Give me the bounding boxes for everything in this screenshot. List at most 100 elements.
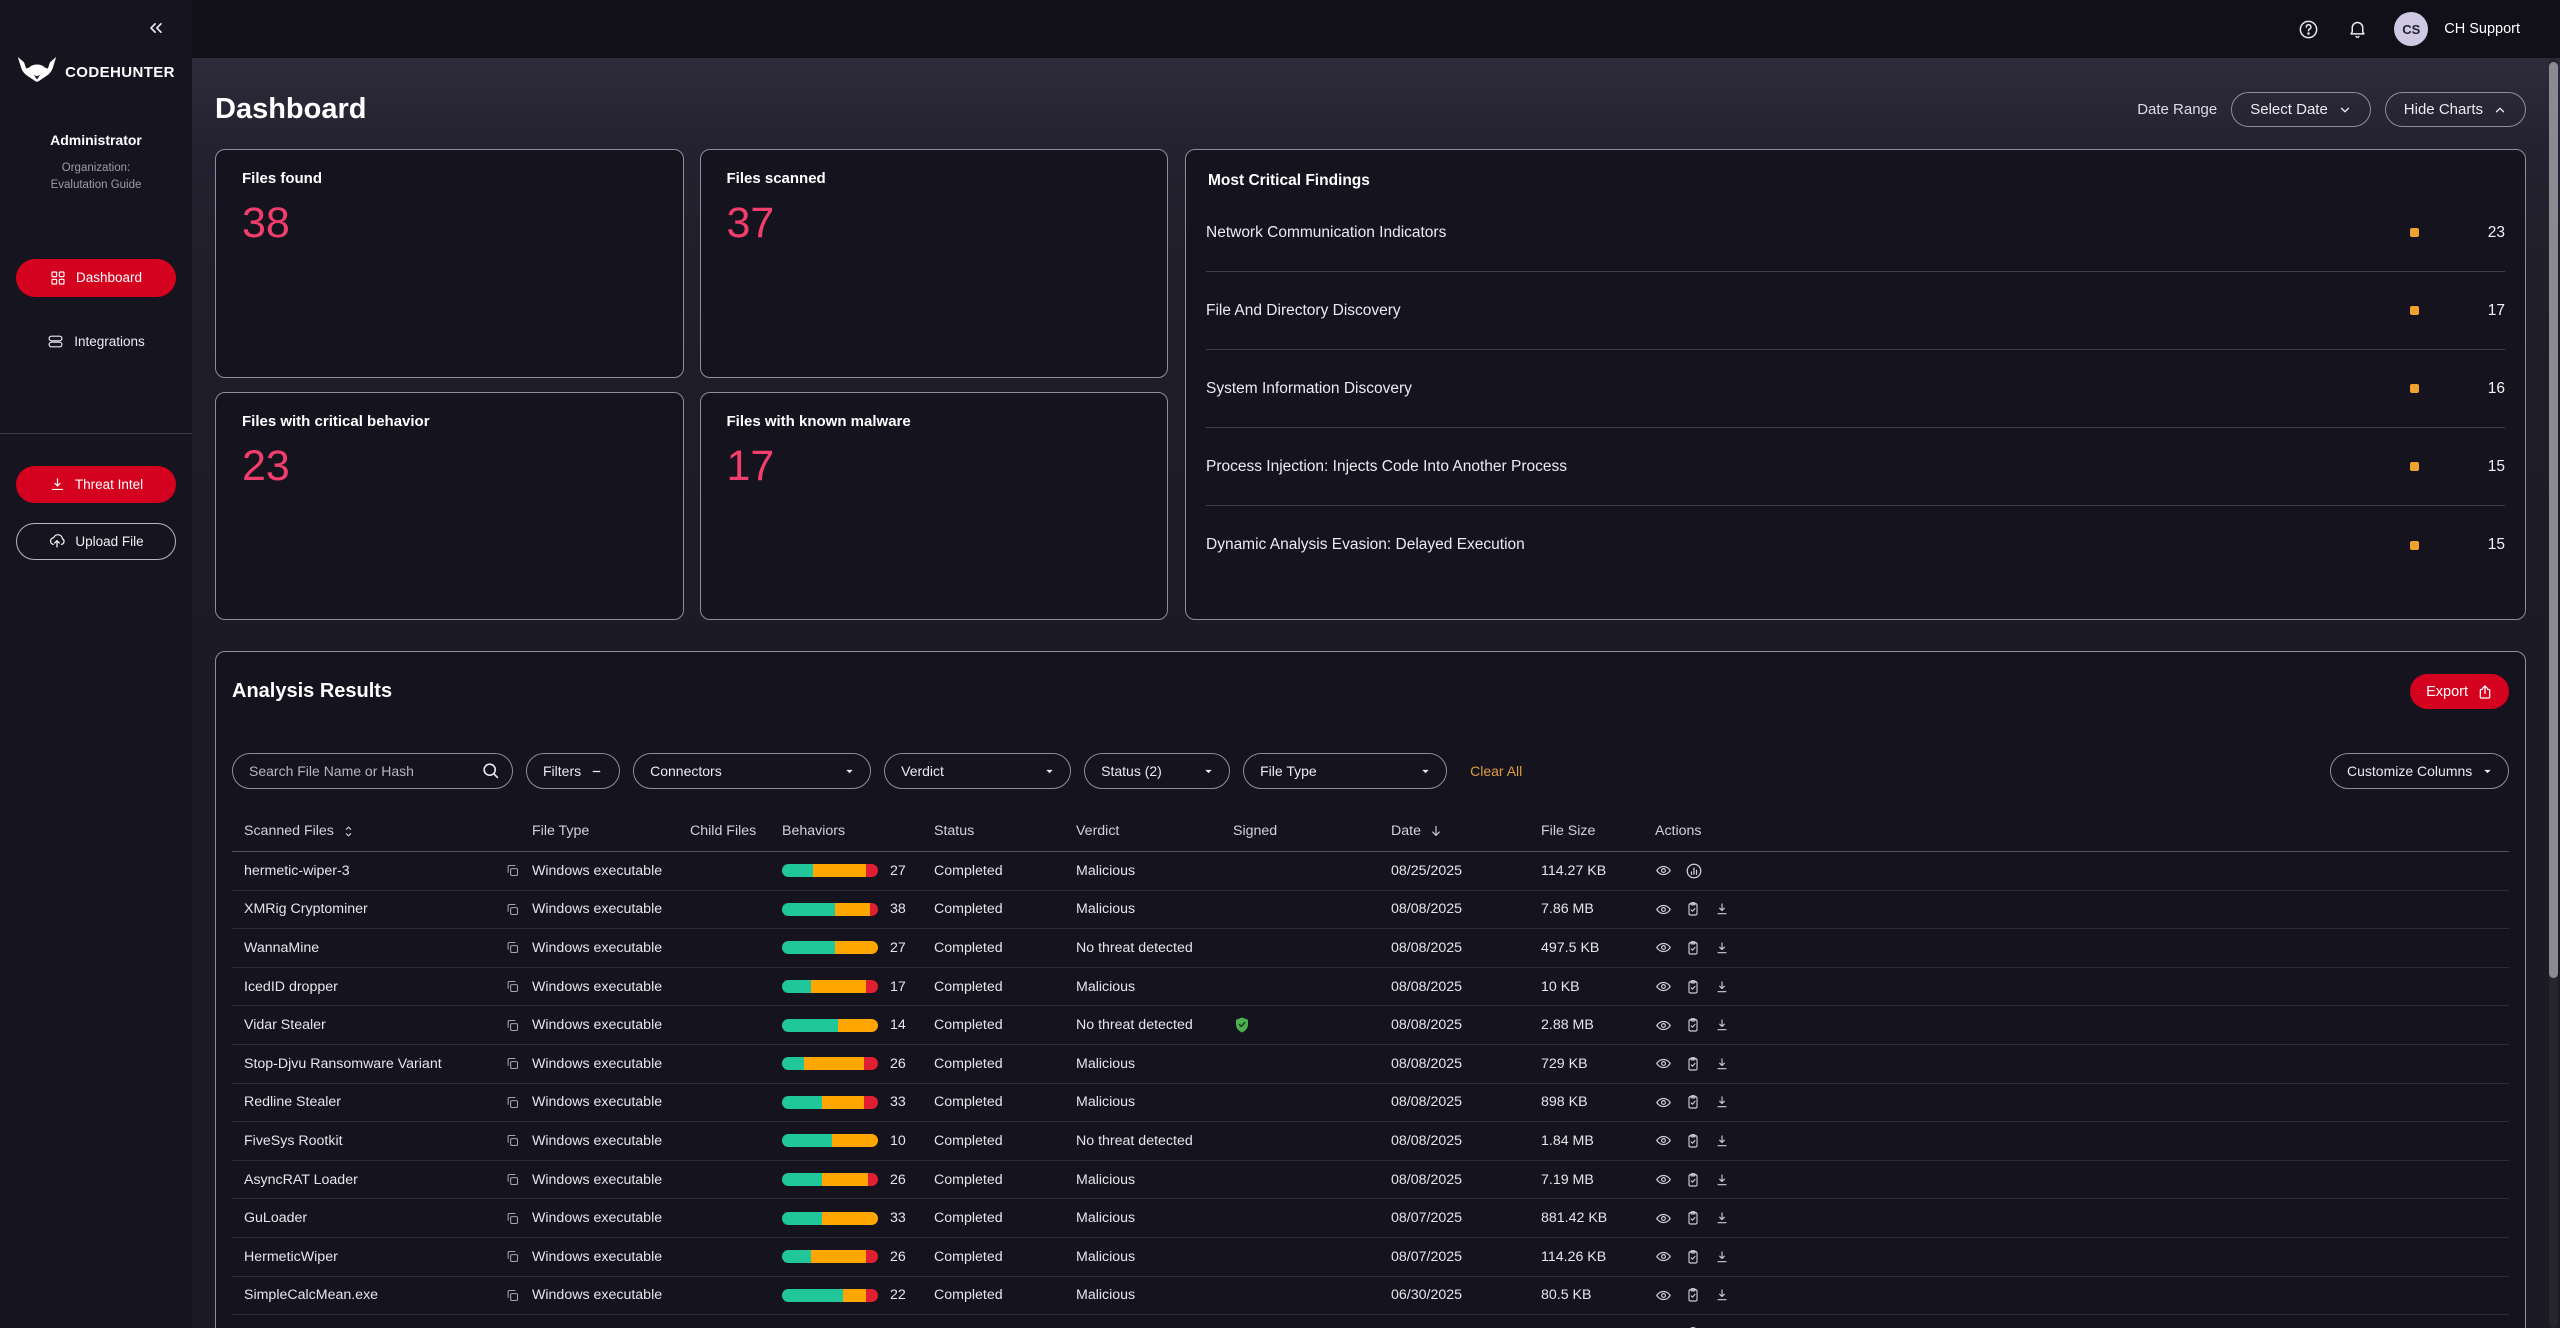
customize-columns-button[interactable]: Customize Columns [2330,753,2509,789]
download-action-button[interactable] [1714,979,1730,995]
copy-icon[interactable] [505,1288,520,1303]
report-action-button[interactable] [1685,1094,1701,1110]
file-name[interactable]: AsyncRAT Loader [244,1172,358,1188]
column-header-actions[interactable]: Actions [1655,823,1780,839]
hide-charts-button[interactable]: Hide Charts [2385,92,2526,127]
table-row-icedid-dropper[interactable]: IcedID dropperWindows executable 17Compl… [232,968,2509,1007]
column-header-file-type[interactable]: File Type [532,823,690,839]
report-action-button[interactable] [1685,1249,1701,1265]
threat-intel-button[interactable]: Threat Intel [16,466,176,503]
view-action-button[interactable] [1655,978,1672,995]
report-action-button[interactable] [1685,901,1701,917]
table-row-vidar-stealer[interactable]: Vidar StealerWindows executable 14Comple… [232,1006,2509,1045]
finding-row-system-information-discovery[interactable]: System Information Discovery 16 [1206,350,2505,428]
copy-icon[interactable] [505,902,520,917]
finding-row-network-communication-indicators[interactable]: Network Communication Indicators 23 [1206,194,2505,272]
select-date-button[interactable]: Select Date [2231,92,2371,127]
upload-file-button[interactable]: Upload File [16,523,176,560]
file-name[interactable]: Stop-Djvu Ransomware Variant [244,1056,442,1072]
column-header-verdict[interactable]: Verdict [1076,823,1233,839]
download-action-button[interactable] [1714,1133,1730,1149]
notifications-button[interactable] [2345,17,2370,42]
view-action-button[interactable] [1655,1171,1672,1188]
analysis-action-button[interactable] [1685,862,1703,880]
table-row-asyncrat-loader[interactable]: AsyncRAT LoaderWindows executable 26Comp… [232,1161,2509,1200]
file-name[interactable]: HermeticWiper [244,1249,338,1265]
view-action-button[interactable] [1655,1210,1672,1227]
avatar[interactable]: CS [2394,12,2428,46]
view-action-button[interactable] [1655,901,1672,918]
download-action-button[interactable] [1714,1249,1730,1265]
view-action-button[interactable] [1655,1017,1672,1034]
finding-row-process-injection-injects-code-into-another-process[interactable]: Process Injection: Injects Code Into Ano… [1206,428,2505,506]
file-name[interactable]: XMRig Cryptominer [244,901,368,917]
search-input[interactable] [232,753,513,789]
filter-dropdown-file-type[interactable]: File Type [1243,753,1447,789]
table-row-redline-stealer[interactable]: Redline StealerWindows executable 33Comp… [232,1084,2509,1123]
filter-dropdown-status-2[interactable]: Status (2) [1084,753,1230,789]
report-action-button[interactable] [1685,1287,1701,1303]
view-action-button[interactable] [1655,1094,1672,1111]
copy-icon[interactable] [505,940,520,955]
download-action-button[interactable] [1714,1287,1730,1303]
column-header-behaviors[interactable]: Behaviors [782,823,934,839]
sidebar-item-integrations[interactable]: Integrations [33,323,159,361]
download-action-button[interactable] [1714,1056,1730,1072]
file-name[interactable]: hermetic-wiper-3 [244,863,350,879]
copy-icon[interactable] [505,1211,520,1226]
file-name[interactable]: SimpleCalcMean.exe [244,1287,378,1303]
view-action-button[interactable] [1655,1132,1672,1149]
file-name[interactable]: WannaMine [244,940,319,956]
copy-icon[interactable] [505,979,520,994]
file-name[interactable]: IcedID dropper [244,979,338,995]
export-button[interactable]: Export [2410,674,2509,709]
download-action-button[interactable] [1714,1172,1730,1188]
report-action-button[interactable] [1685,1056,1701,1072]
copy-icon[interactable] [505,1018,520,1033]
column-header-status[interactable]: Status [934,823,1076,839]
filter-dropdown-verdict[interactable]: Verdict [884,753,1071,789]
sort-icon[interactable] [341,824,356,839]
table-row-guloader[interactable]: GuLoaderWindows executable 33CompletedMa… [232,1199,2509,1238]
column-header-signed[interactable]: Signed [1233,823,1391,839]
view-action-button[interactable] [1655,862,1672,879]
copy-icon[interactable] [505,1056,520,1071]
view-action-button[interactable] [1655,939,1672,956]
scrollbar-thumb[interactable] [2549,62,2558,978]
report-action-button[interactable] [1685,1210,1701,1226]
download-action-button[interactable] [1714,1094,1730,1110]
copy-icon[interactable] [505,1172,520,1187]
table-row-hermetic-wiper-3[interactable]: hermetic-wiper-3Windows executable 27Com… [232,852,2509,891]
table-row-fivesys-rootkit[interactable]: FiveSys RootkitWindows executable 10Comp… [232,1122,2509,1161]
column-header-scanned-files[interactable]: Scanned Files [232,823,532,839]
download-action-button[interactable] [1714,901,1730,917]
view-action-button[interactable] [1655,1248,1672,1265]
file-name[interactable]: Vidar Stealer [244,1017,326,1033]
column-header-date[interactable]: Date [1391,823,1541,839]
report-action-button[interactable] [1685,979,1701,995]
report-action-button[interactable] [1685,1017,1701,1033]
help-button[interactable] [2296,17,2321,42]
column-header-child-files[interactable]: Child Files [690,823,782,839]
table-row-xmrig-cryptominer[interactable]: XMRig CryptominerWindows executable 38Co… [232,891,2509,930]
sidebar-collapse-button[interactable] [144,16,168,43]
download-action-button[interactable] [1714,1017,1730,1033]
view-action-button[interactable] [1655,1287,1672,1304]
table-row-bazaarfiles-zip[interactable]: bazaarfiles.zipArchive3-Completed06/27/2… [232,1315,2509,1328]
file-name[interactable]: FiveSys Rootkit [244,1133,343,1149]
sort-desc-icon[interactable] [1428,823,1444,839]
clear-all-button[interactable]: Clear All [1464,762,1528,780]
copy-icon[interactable] [505,1095,520,1110]
table-row-hermeticwiper[interactable]: HermeticWiperWindows executable 26Comple… [232,1238,2509,1277]
column-header-file-size[interactable]: File Size [1541,823,1655,839]
table-row-simplecalcmean-exe[interactable]: SimpleCalcMean.exeWindows executable 22C… [232,1277,2509,1316]
report-action-button[interactable] [1685,1133,1701,1149]
filters-toggle-button[interactable]: Filters [526,753,620,789]
file-name[interactable]: GuLoader [244,1210,307,1226]
sidebar-item-dashboard[interactable]: Dashboard [16,259,176,297]
download-action-button[interactable] [1714,940,1730,956]
finding-row-file-and-directory-discovery[interactable]: File And Directory Discovery 17 [1206,272,2505,350]
table-row-stop-djvu-ransomware-variant[interactable]: Stop-Djvu Ransomware VariantWindows exec… [232,1045,2509,1084]
report-action-button[interactable] [1685,1172,1701,1188]
file-name[interactable]: Redline Stealer [244,1094,341,1110]
